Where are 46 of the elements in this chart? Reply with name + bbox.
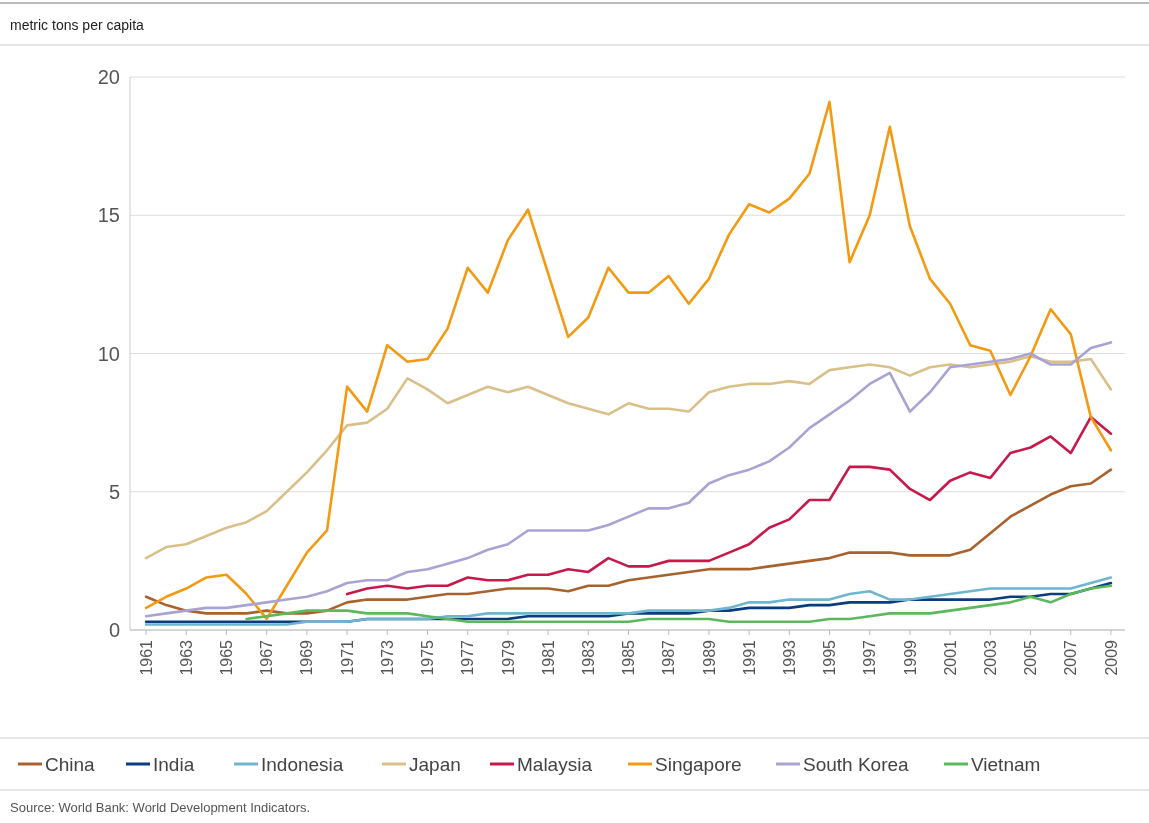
line-series [144,468,1113,615]
x-tick-label: 1961 [137,639,155,676]
x-tick-label: 1963 [177,639,195,676]
legend-label: China [45,753,96,775]
x-tick-label: 1975 [419,639,437,676]
x-tick-label: 1977 [459,639,477,676]
x-tick-label: 1973 [378,639,396,676]
x-tick-label: 1995 [821,639,839,676]
x-tick-label: 2009 [1102,639,1120,676]
y-tick-label: 20 [97,66,120,88]
x-tick-label: 1999 [901,639,919,676]
line-series [144,100,1113,621]
line-series [144,354,1113,560]
legend-label: Singapore [655,753,742,775]
x-tick-label: 2005 [1022,639,1040,676]
x-tick-label: 1997 [861,639,879,676]
x-tick-label: 1983 [579,639,597,676]
x-tick-label: 1981 [539,639,557,676]
x-tick-label: 1987 [660,639,678,676]
x-tick-label: 1991 [740,639,758,676]
x-tick-label: 1967 [258,639,276,676]
x-tick-label: 1979 [499,639,517,676]
legend-label: Indonesia [261,753,344,775]
line-series [245,584,1113,624]
legend-label: South Korea [803,753,910,775]
x-tick-label: 1971 [338,639,356,676]
legend-label: Malaysia [517,753,593,775]
legend-label: Japan [409,753,461,775]
line-series [345,415,1113,596]
y-tick-label: 0 [108,619,120,641]
legend-label: India [153,753,195,775]
y-tick-label: 5 [108,480,120,503]
x-tick-label: 1965 [218,639,236,676]
x-tick-label: 1985 [620,639,638,676]
x-tick-label: 2007 [1062,639,1080,676]
y-tick-label: 15 [97,204,120,227]
source-note: Source: World Bank: World Development Indicators. [10,800,311,815]
x-tick-label: 2001 [941,639,959,676]
y-tick-label: 10 [97,342,120,365]
y-axis-title: metric tons per capita [10,17,145,33]
x-tick-label: 1969 [298,639,316,676]
x-tick-label: 1989 [700,639,718,676]
x-tick-label: 1993 [780,639,798,676]
x-tick-label: 2003 [981,639,999,676]
legend-label: Vietnam [971,753,1041,775]
line-series [144,341,1113,618]
